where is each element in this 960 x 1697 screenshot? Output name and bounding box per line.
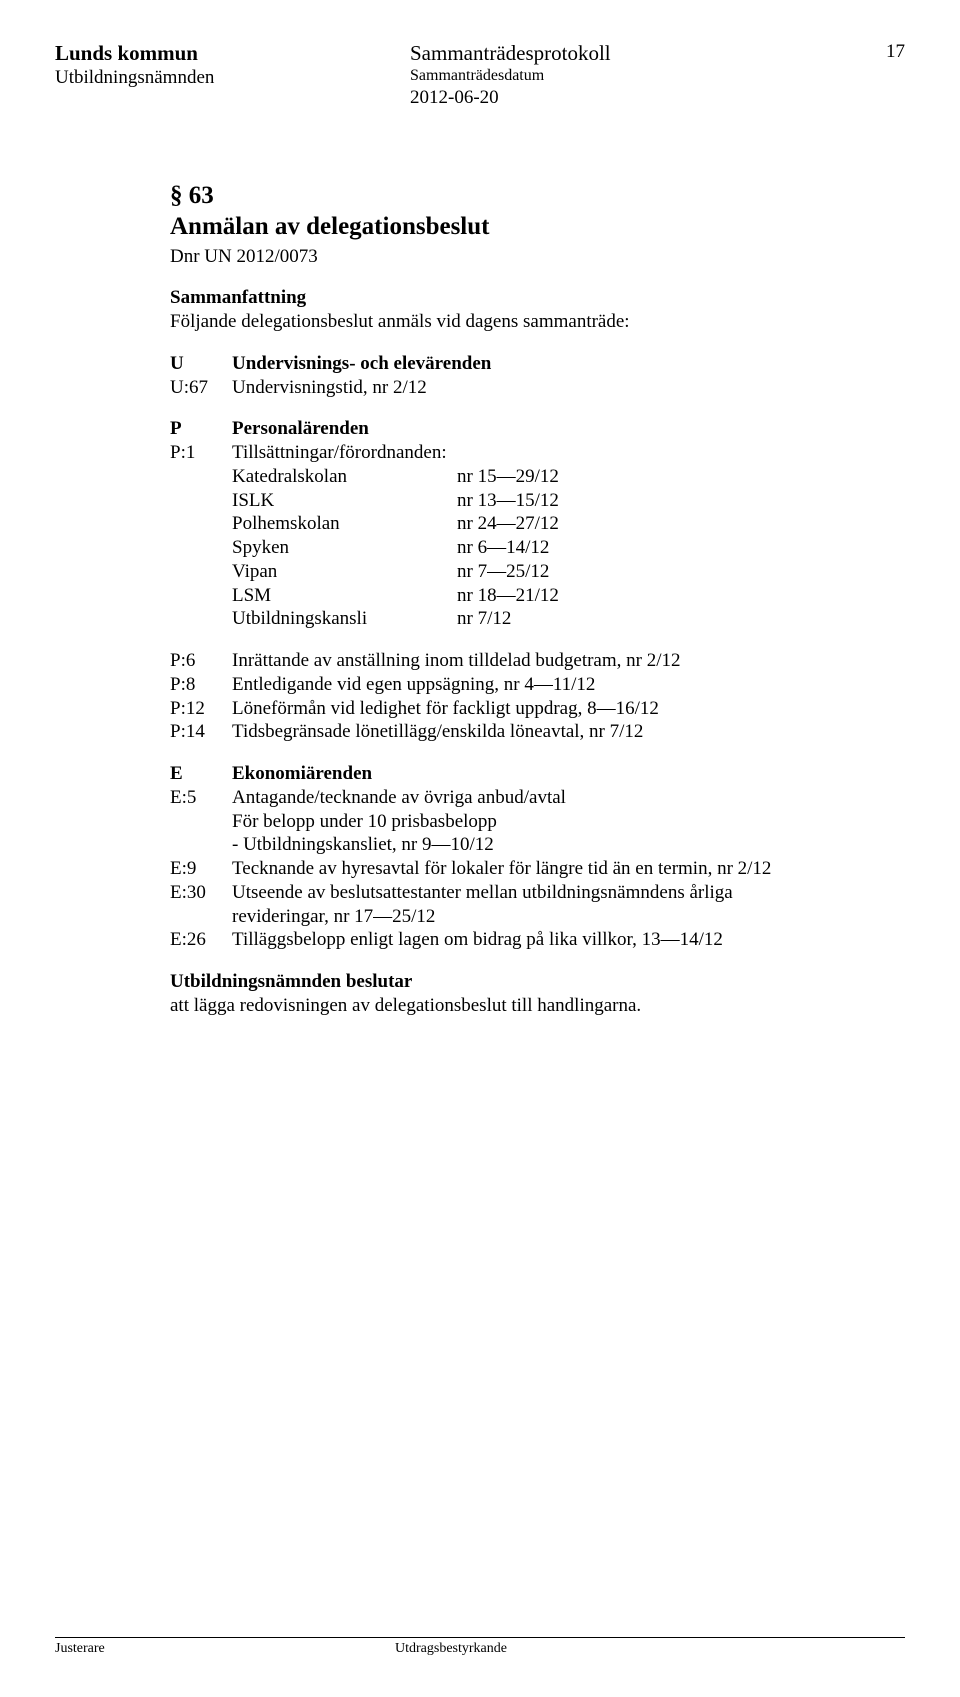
decision-text: att lägga redovisningen av delegationsbe…	[170, 994, 830, 1018]
kv-key: P:14	[170, 720, 232, 744]
kv-val: Personalärenden	[232, 417, 830, 441]
summary-heading: Sammanfattning	[170, 286, 830, 310]
school-val: nr 24—27/12	[457, 512, 830, 536]
u-block: U Undervisnings- och elevärenden U:67 Un…	[170, 352, 830, 400]
school-name: Polhemskolan	[232, 512, 457, 536]
line: För belopp under 10 prisbasbelopp	[232, 810, 830, 834]
school-name: LSM	[232, 584, 457, 608]
kv-key: E:30	[170, 881, 232, 929]
kv-val: Undervisningstid, nr 2/12	[232, 376, 830, 400]
footer-row: Justerare Utdragsbestyrkande	[55, 1640, 905, 1658]
kv-val: Tecknande av hyresavtal för lokaler för …	[232, 857, 830, 881]
org-name: Lunds kommun	[55, 40, 410, 66]
kv-val: Ekonomiärenden	[232, 762, 830, 786]
kv-key: U:67	[170, 376, 232, 400]
line: Utseende av beslutsattestanter mellan ut…	[232, 881, 830, 905]
kv-val: Tidsbegränsade lönetillägg/enskilda löne…	[232, 720, 830, 744]
decision-heading: Utbildningsnämnden beslutar	[170, 970, 830, 994]
school-val: nr 18—21/12	[457, 584, 830, 608]
kv-key: P	[170, 417, 232, 441]
summary-text: Följande delegationsbeslut anmäls vid da…	[170, 310, 830, 334]
kv-row: U:67 Undervisningstid, nr 2/12	[170, 376, 830, 400]
kv-key: E:5	[170, 786, 232, 857]
kv-val: Undervisnings- och elevärenden	[232, 352, 830, 376]
protocol-title: Sammanträdesprotokoll	[410, 40, 865, 66]
school-row: LSM nr 18—21/12	[232, 584, 830, 608]
kv-key: P:8	[170, 673, 232, 697]
p-items-block: P:6 Inrättande av anställning inom tilld…	[170, 649, 830, 744]
kv-val: Tillsättningar/förordnanden:	[232, 441, 830, 465]
meeting-date: 2012-06-20	[410, 86, 865, 110]
kv-key: P:12	[170, 697, 232, 721]
kv-key: U	[170, 352, 232, 376]
school-row: Vipan nr 7—25/12	[232, 560, 830, 584]
dnr: Dnr UN 2012/0073	[170, 245, 830, 269]
school-name: ISLK	[232, 489, 457, 513]
e-block: E Ekonomiärenden E:5 Antagande/tecknande…	[170, 762, 830, 952]
kv-val: Antagande/tecknande av övriga anbud/avta…	[232, 786, 830, 857]
kv-row: E:30 Utseende av beslutsattestanter mell…	[170, 881, 830, 929]
board-name: Utbildningsnämnden	[55, 66, 410, 90]
kv-val: Löneförmån vid ledighet för fackligt upp…	[232, 697, 830, 721]
kv-row: E Ekonomiärenden	[170, 762, 830, 786]
page-footer: Justerare Utdragsbestyrkande	[55, 1637, 905, 1658]
p-header-block: P Personalärenden P:1 Tillsättningar/för…	[170, 417, 830, 465]
kv-row: P:14 Tidsbegränsade lönetillägg/enskilda…	[170, 720, 830, 744]
school-row: ISLK nr 13—15/12	[232, 489, 830, 513]
kv-row: E:26 Tilläggsbelopp enligt lagen om bidr…	[170, 928, 830, 952]
school-name: Vipan	[232, 560, 457, 584]
footer-rule	[55, 1637, 905, 1638]
page-number: 17	[865, 40, 905, 110]
school-val: nr 13—15/12	[457, 489, 830, 513]
kv-row: U Undervisnings- och elevärenden	[170, 352, 830, 376]
footer-left: Justerare	[55, 1640, 395, 1658]
kv-row: E:5 Antagande/tecknande av övriga anbud/…	[170, 786, 830, 857]
school-name: Utbildningskansli	[232, 607, 457, 631]
school-row: Utbildningskansli nr 7/12	[232, 607, 830, 631]
kv-row: P:1 Tillsättningar/förordnanden:	[170, 441, 830, 465]
school-val: nr 6—14/12	[457, 536, 830, 560]
kv-key: P:1	[170, 441, 232, 465]
kv-key: P:6	[170, 649, 232, 673]
kv-val: Utseende av beslutsattestanter mellan ut…	[232, 881, 830, 929]
kv-key: E	[170, 762, 232, 786]
kv-row: P:6 Inrättande av anställning inom tilld…	[170, 649, 830, 673]
school-row: Katedralskolan nr 15—29/12	[232, 465, 830, 489]
school-val: nr 7—25/12	[457, 560, 830, 584]
kv-val: Tilläggsbelopp enligt lagen om bidrag på…	[232, 928, 830, 952]
section-title: Anmälan av delegationsbeslut	[170, 211, 830, 242]
school-val: nr 15—29/12	[457, 465, 830, 489]
content: § 63 Anmälan av delegationsbeslut Dnr UN…	[170, 180, 830, 1018]
kv-val: Inrättande av anställning inom tilldelad…	[232, 649, 830, 673]
kv-row: P:12 Löneförmån vid ledighet för facklig…	[170, 697, 830, 721]
school-val: nr 7/12	[457, 607, 830, 631]
line: Antagande/tecknande av övriga anbud/avta…	[232, 786, 830, 810]
kv-key: E:9	[170, 857, 232, 881]
school-row: Spyken nr 6—14/12	[232, 536, 830, 560]
kv-row: P Personalärenden	[170, 417, 830, 441]
kv-row: E:9 Tecknande av hyresavtal för lokaler …	[170, 857, 830, 881]
school-name: Katedralskolan	[232, 465, 457, 489]
protocol-sublabel: Sammanträdesdatum	[410, 66, 865, 86]
page-header: Lunds kommun Utbildningsnämnden Sammantr…	[55, 40, 905, 110]
school-row: Polhemskolan nr 24—27/12	[232, 512, 830, 536]
page: Lunds kommun Utbildningsnämnden Sammantr…	[0, 0, 960, 1697]
header-left: Lunds kommun Utbildningsnämnden	[55, 40, 410, 110]
school-name: Spyken	[232, 536, 457, 560]
footer-right: Utdragsbestyrkande	[395, 1640, 905, 1658]
kv-val: Entledigande vid egen uppsägning, nr 4—1…	[232, 673, 830, 697]
header-middle: Sammanträdesprotokoll Sammanträdesdatum …	[410, 40, 865, 110]
line: - Utbildningskansliet, nr 9—10/12	[232, 833, 830, 857]
kv-row: P:8 Entledigande vid egen uppsägning, nr…	[170, 673, 830, 697]
school-table: Katedralskolan nr 15—29/12 ISLK nr 13—15…	[232, 465, 830, 631]
kv-key: E:26	[170, 928, 232, 952]
section-number: § 63	[170, 180, 830, 211]
line: revideringar, nr 17—25/12	[232, 905, 830, 929]
